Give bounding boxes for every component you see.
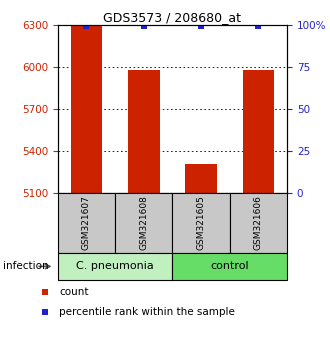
Text: GSM321606: GSM321606 bbox=[254, 195, 263, 251]
Title: GDS3573 / 208680_at: GDS3573 / 208680_at bbox=[103, 11, 242, 24]
Bar bbox=[58, 253, 172, 280]
Bar bbox=[58, 193, 115, 253]
Bar bbox=[172, 193, 230, 253]
Bar bbox=[243, 70, 274, 193]
Bar bbox=[230, 193, 287, 253]
Text: percentile rank within the sample: percentile rank within the sample bbox=[59, 307, 235, 316]
Bar bbox=[128, 70, 159, 193]
Bar bbox=[172, 253, 287, 280]
Text: GSM321605: GSM321605 bbox=[197, 195, 206, 251]
Text: GSM321608: GSM321608 bbox=[139, 195, 148, 251]
Text: control: control bbox=[211, 261, 249, 272]
Text: infection: infection bbox=[3, 261, 49, 272]
Bar bbox=[115, 193, 172, 253]
Bar bbox=[71, 26, 102, 193]
Text: count: count bbox=[59, 287, 89, 297]
Text: GSM321607: GSM321607 bbox=[82, 195, 91, 251]
Bar bbox=[185, 164, 217, 193]
Text: C. pneumonia: C. pneumonia bbox=[76, 261, 154, 272]
